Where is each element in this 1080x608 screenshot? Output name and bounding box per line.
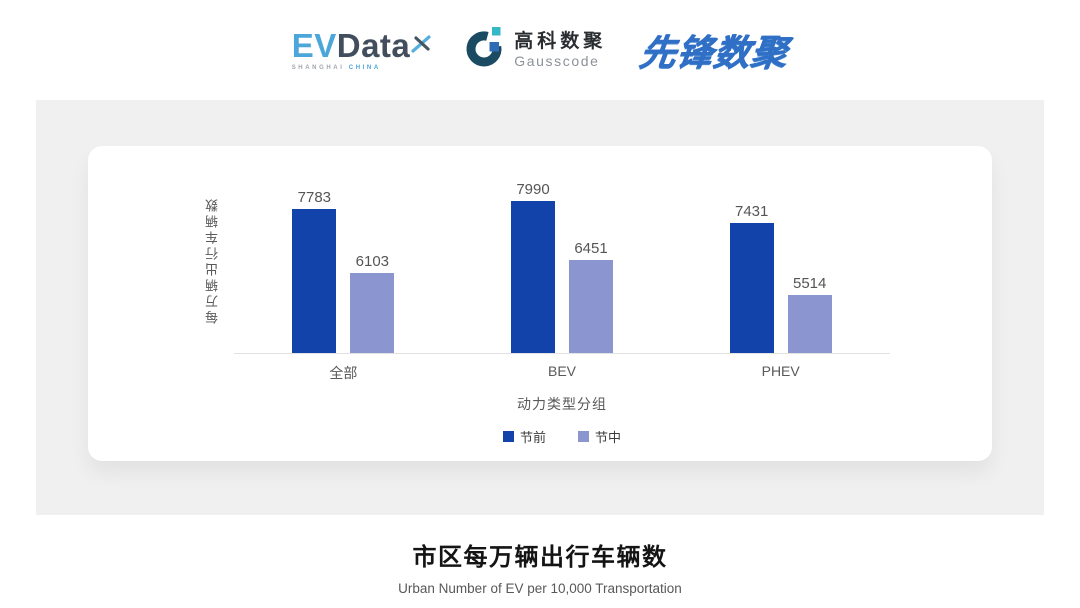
evdata-tagline: SHANGHAI CHINA xyxy=(292,65,432,71)
value-label: 7783 xyxy=(297,189,332,206)
bar-group: 7990 6451 xyxy=(453,166,672,353)
bar-with-label: 6451 xyxy=(569,240,613,353)
legend-item: 节中 xyxy=(578,427,621,446)
gausscode-en-text: Gausscode xyxy=(514,52,600,69)
bar-with-label: 7431 xyxy=(729,203,774,353)
value-label: 6451 xyxy=(574,240,608,257)
legend-swatch-icon xyxy=(502,431,514,442)
evdata-shanghai-text: SHANGHAI xyxy=(291,65,345,71)
category-row: 全部 BEV PHEV xyxy=(234,363,890,383)
evdata-data-text: Data xyxy=(336,27,411,64)
evdata-logo: EV Data SHANGHAI CHINA xyxy=(292,29,432,71)
bar-group: 7783 6103 xyxy=(234,166,453,353)
bar-with-label: 6103 xyxy=(350,253,395,353)
category-label: PHEV xyxy=(761,363,800,379)
pioneer-logo: 先锋数聚 xyxy=(637,32,791,73)
category-label: BEV xyxy=(548,363,577,379)
gausscode-g-icon xyxy=(465,26,505,75)
evdata-x-icon xyxy=(411,25,431,58)
gausscode-cn-text: 高科数聚 xyxy=(514,31,607,53)
bar xyxy=(569,260,613,353)
legend-swatch-icon xyxy=(578,431,589,442)
bar xyxy=(729,223,774,353)
evdata-ev-text: EV xyxy=(291,27,337,64)
chart-stage-panel: 每万辆出行车辆数 7783 6103 7990 6451 7431 5514 全部 BEV P… xyxy=(36,100,1044,515)
bar-group: 7431 5514 xyxy=(671,166,890,353)
value-label: 7431 xyxy=(734,203,769,220)
evdata-wordmark: EV Data xyxy=(292,29,432,62)
bar-with-label: 7783 xyxy=(292,189,337,353)
bar xyxy=(511,201,555,353)
chart: 每万辆出行车辆数 7783 6103 7990 6451 7431 5514 全部 BEV P… xyxy=(88,146,992,446)
legend-label: 节中 xyxy=(595,430,622,445)
bar-with-label: 7990 xyxy=(511,181,555,353)
x-axis-label: 动力类型分组 xyxy=(517,396,607,412)
value-label: 7990 xyxy=(516,181,550,198)
bar xyxy=(292,209,337,353)
page-subtitle: Urban Number of EV per 10,000 Transporta… xyxy=(398,581,682,596)
category-label: 全部 xyxy=(329,365,358,381)
value-label: 6103 xyxy=(355,253,390,270)
bar xyxy=(350,273,395,353)
y-axis-label: 每万辆出行车辆数 xyxy=(204,196,220,324)
logo-bar: EV Data SHANGHAI CHINA 高科数聚 Gausscode xyxy=(0,0,1080,100)
gausscode-logo: 高科数聚 Gausscode xyxy=(465,26,606,75)
page-title: 市区每万辆出行车辆数 xyxy=(412,544,668,571)
footer: 市区每万辆出行车辆数 Urban Number of EV per 10,000… xyxy=(0,537,1080,596)
gausscode-wordmark: 高科数聚 Gausscode xyxy=(514,31,606,69)
legend: 节前 节中 xyxy=(234,427,890,446)
legend-item: 节前 xyxy=(502,427,546,446)
plot-area: 7783 6103 7990 6451 7431 5514 xyxy=(234,166,890,354)
evdata-china-text: CHINA xyxy=(348,65,381,71)
bar xyxy=(787,295,832,353)
chart-card: 每万辆出行车辆数 7783 6103 7990 6451 7431 5514 全部 BEV P… xyxy=(88,146,992,461)
legend-label: 节前 xyxy=(519,430,546,445)
bar-with-label: 5514 xyxy=(787,275,832,353)
value-label: 5514 xyxy=(792,275,827,292)
